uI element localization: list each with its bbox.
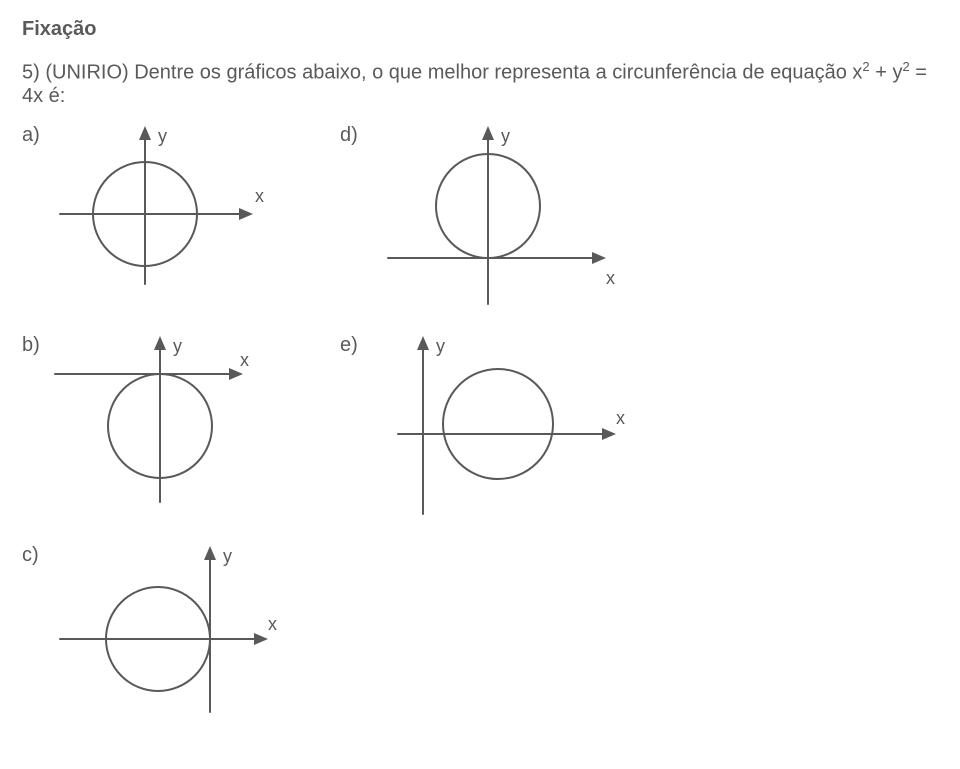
question-text: 5) (UNIRIO) Dentre os gráficos abaixo, o… (22, 59, 938, 108)
option-d-label: d) (340, 124, 368, 147)
figure-c: y x (50, 544, 300, 719)
option-e-label: e) (340, 334, 368, 357)
option-a-label: a) (22, 124, 50, 147)
row-2: b) y x e) (22, 334, 938, 524)
axis-y-label-c: y (223, 546, 232, 566)
section-heading: Fixação (22, 18, 938, 41)
figure-a: y x (50, 124, 280, 294)
q-part2: + y (870, 62, 903, 84)
axis-y-label-e: y (436, 336, 445, 356)
page: Fixação 5) (UNIRIO) Dentre os gráficos a… (0, 0, 960, 769)
axis-x-label-c: x (268, 614, 277, 634)
option-c: c) y x (22, 544, 300, 719)
axis-x-label-d: x (606, 268, 615, 288)
figure-d: y x (368, 124, 628, 314)
option-d: d) y x (340, 124, 628, 314)
axis-y-label-d: y (501, 126, 510, 146)
axis-x-label-b: x (240, 350, 249, 370)
axis-x-label: x (255, 186, 264, 206)
option-c-label: c) (22, 544, 50, 567)
axis-y-label: y (158, 126, 167, 146)
option-b: b) y x (22, 334, 280, 509)
option-e: e) y x (340, 334, 638, 524)
figure-e: y x (368, 334, 638, 524)
option-b-label: b) (22, 334, 50, 357)
q-part1: 5) (UNIRIO) Dentre os gráficos abaixo, o… (22, 62, 862, 84)
figure-b: y x (50, 334, 280, 509)
q-sup1: 2 (862, 59, 869, 74)
option-a: a) y x (22, 124, 280, 294)
axis-y-label-b: y (173, 336, 182, 356)
row-3: c) y x (22, 544, 938, 719)
axis-x-label-e: x (616, 408, 625, 428)
q-sup2: 2 (902, 59, 909, 74)
row-1: a) y x d) (22, 124, 938, 314)
